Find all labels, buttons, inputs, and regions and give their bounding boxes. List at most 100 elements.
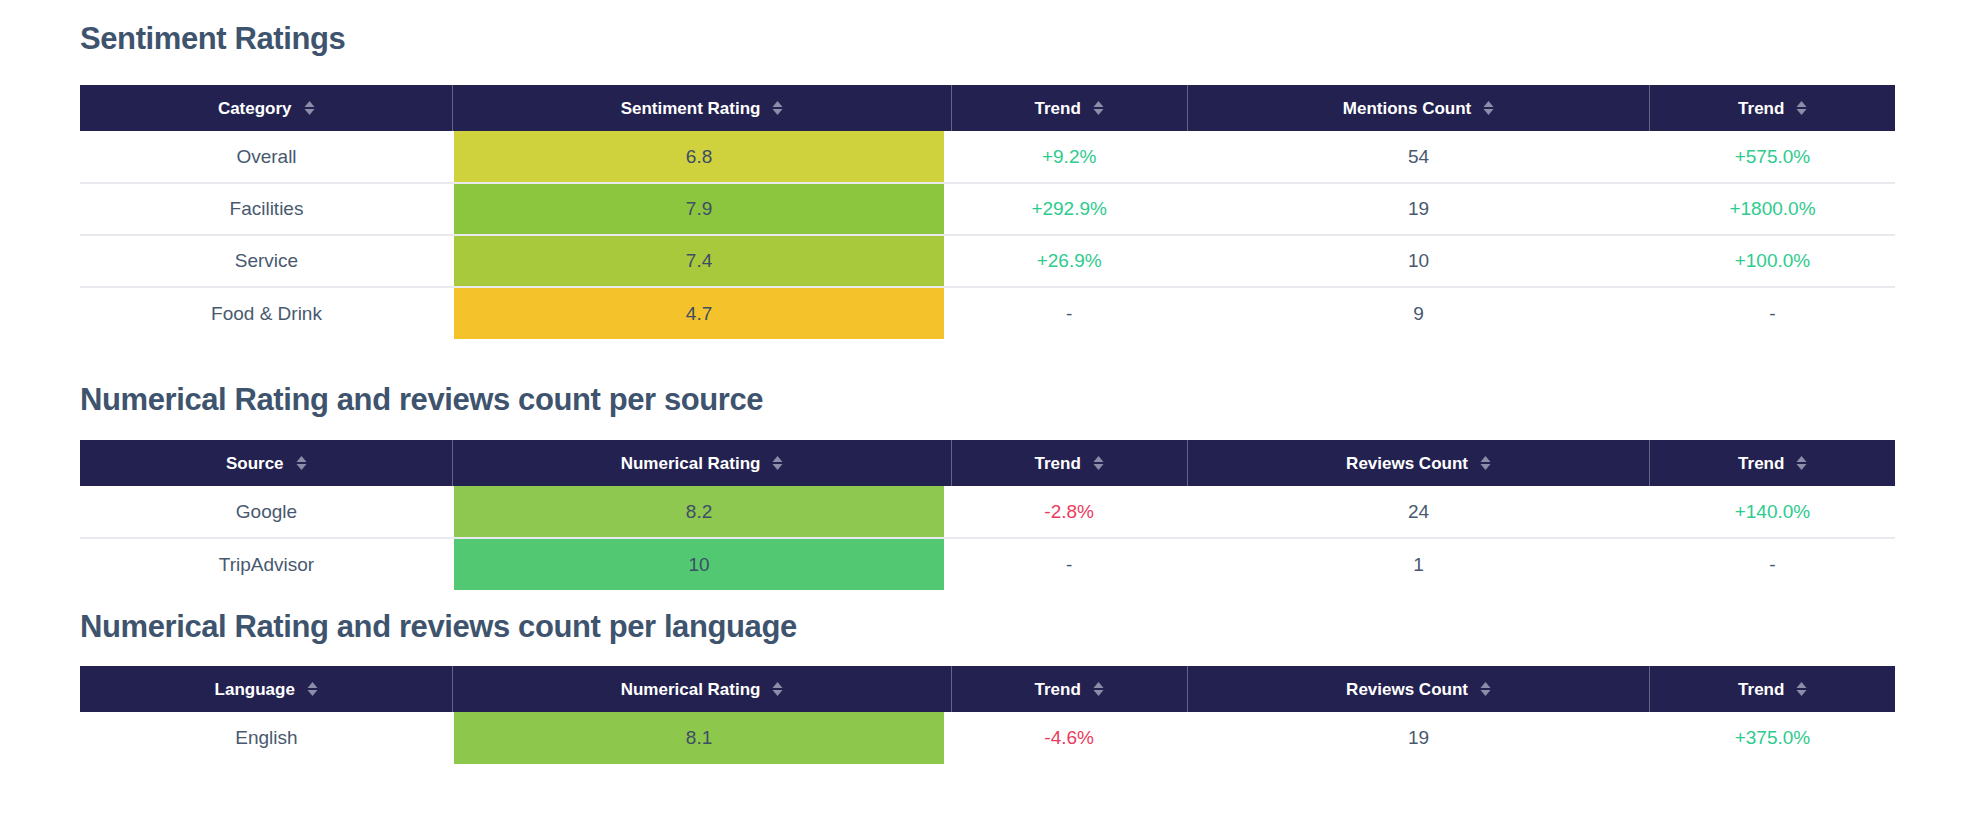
sort-icon[interactable] bbox=[1796, 100, 1807, 116]
column-header-label: Trend bbox=[1738, 679, 1784, 698]
column-header[interactable]: Trend bbox=[1650, 85, 1895, 131]
sort-icon[interactable] bbox=[772, 455, 783, 471]
category-cell: English bbox=[80, 712, 453, 764]
column-header-label: Numerical Rating bbox=[621, 453, 761, 472]
sort-icon[interactable] bbox=[307, 681, 318, 697]
sort-icon[interactable] bbox=[1093, 100, 1104, 116]
rating-cell: 7.9 bbox=[453, 183, 951, 235]
trend-cell: +140.0% bbox=[1650, 486, 1895, 538]
column-header[interactable]: Numerical Rating bbox=[453, 666, 951, 712]
sort-icon[interactable] bbox=[772, 100, 783, 116]
sort-icon[interactable] bbox=[1093, 455, 1104, 471]
rating-bar: 7.9 bbox=[454, 184, 944, 234]
table-row: English8.1-4.6%19+375.0% bbox=[80, 712, 1895, 764]
rating-cell: 8.1 bbox=[453, 712, 951, 764]
sort-icon[interactable] bbox=[1480, 455, 1491, 471]
rating-bar: 7.4 bbox=[454, 236, 944, 286]
column-header-label: Language bbox=[215, 679, 295, 698]
column-header[interactable]: Mentions Count bbox=[1187, 85, 1650, 131]
column-header[interactable]: Category bbox=[80, 85, 453, 131]
trend-cell: +375.0% bbox=[1650, 712, 1895, 764]
sort-icon[interactable] bbox=[772, 681, 783, 697]
header-row: Category Sentiment Rating Trend Mentions… bbox=[80, 85, 1895, 131]
trend-cell: -4.6% bbox=[951, 712, 1187, 764]
rating-cell: 7.4 bbox=[453, 235, 951, 287]
sort-icon[interactable] bbox=[1796, 455, 1807, 471]
column-header[interactable]: Trend bbox=[951, 440, 1187, 486]
trend-cell: +292.9% bbox=[951, 183, 1187, 235]
trend-cell: +9.2% bbox=[951, 131, 1187, 183]
count-cell: 24 bbox=[1187, 486, 1650, 538]
table-title: Numerical Rating and reviews count per s… bbox=[80, 381, 1895, 418]
sort-icon[interactable] bbox=[1480, 681, 1491, 697]
table-row: Google8.2-2.8%24+140.0% bbox=[80, 486, 1895, 538]
column-header-label: Trend bbox=[1738, 98, 1784, 117]
category-cell: Google bbox=[80, 486, 453, 538]
column-header[interactable]: Trend bbox=[951, 85, 1187, 131]
table-row: Facilities7.9+292.9%19+1800.0% bbox=[80, 183, 1895, 235]
table-row: TripAdvisor10-1- bbox=[80, 538, 1895, 590]
rating-bar: 8.2 bbox=[454, 486, 944, 537]
category-cell: Food & Drink bbox=[80, 287, 453, 339]
table-section: Numerical Rating and reviews count per s… bbox=[80, 381, 1895, 590]
column-header-label: Sentiment Rating bbox=[621, 98, 761, 117]
sort-icon[interactable] bbox=[1483, 100, 1494, 116]
table-section: Numerical Rating and reviews count per l… bbox=[80, 608, 1895, 764]
ratings-report-page: Sentiment Ratings Category Sentiment Rat… bbox=[0, 0, 1970, 828]
count-cell: 54 bbox=[1187, 131, 1650, 183]
rating-cell: 6.8 bbox=[453, 131, 951, 183]
column-header[interactable]: Numerical Rating bbox=[453, 440, 951, 486]
trend-cell: +1800.0% bbox=[1650, 183, 1895, 235]
sort-icon[interactable] bbox=[296, 455, 307, 471]
count-cell: 10 bbox=[1187, 235, 1650, 287]
column-header[interactable]: Trend bbox=[1650, 440, 1895, 486]
column-header-label: Reviews Count bbox=[1346, 453, 1468, 472]
data-table: Source Numerical Rating Trend Reviews Co… bbox=[80, 440, 1895, 590]
rating-bar: 10 bbox=[454, 539, 944, 590]
column-header[interactable]: Reviews Count bbox=[1187, 666, 1650, 712]
category-cell: Facilities bbox=[80, 183, 453, 235]
column-header[interactable]: Source bbox=[80, 440, 453, 486]
sort-icon[interactable] bbox=[304, 100, 315, 116]
column-header[interactable]: Trend bbox=[951, 666, 1187, 712]
trend-cell: - bbox=[951, 538, 1187, 590]
column-header[interactable]: Sentiment Rating bbox=[453, 85, 951, 131]
count-cell: 19 bbox=[1187, 183, 1650, 235]
data-table: Language Numerical Rating Trend Reviews … bbox=[80, 666, 1895, 764]
column-header-label: Trend bbox=[1035, 98, 1081, 117]
table-row: Overall6.8+9.2%54+575.0% bbox=[80, 131, 1895, 183]
rating-cell: 4.7 bbox=[453, 287, 951, 339]
column-header-label: Trend bbox=[1035, 453, 1081, 472]
header-row: Source Numerical Rating Trend Reviews Co… bbox=[80, 440, 1895, 486]
sort-icon[interactable] bbox=[1796, 681, 1807, 697]
trend-cell: - bbox=[951, 287, 1187, 339]
rating-cell: 8.2 bbox=[453, 486, 951, 538]
category-cell: Service bbox=[80, 235, 453, 287]
trend-cell: - bbox=[1650, 538, 1895, 590]
column-header[interactable]: Language bbox=[80, 666, 453, 712]
table-row: Food & Drink4.7-9- bbox=[80, 287, 1895, 339]
column-header-label: Numerical Rating bbox=[621, 679, 761, 698]
trend-cell: +26.9% bbox=[951, 235, 1187, 287]
column-header-label: Source bbox=[226, 453, 284, 472]
header-row: Language Numerical Rating Trend Reviews … bbox=[80, 666, 1895, 712]
column-header-label: Mentions Count bbox=[1343, 98, 1471, 117]
table-title: Sentiment Ratings bbox=[80, 20, 1895, 57]
column-header-label: Trend bbox=[1738, 453, 1784, 472]
sort-icon[interactable] bbox=[1093, 681, 1104, 697]
rating-bar: 6.8 bbox=[454, 131, 944, 182]
category-cell: Overall bbox=[80, 131, 453, 183]
table-section: Sentiment Ratings Category Sentiment Rat… bbox=[80, 20, 1895, 339]
column-header[interactable]: Reviews Count bbox=[1187, 440, 1650, 486]
trend-cell: -2.8% bbox=[951, 486, 1187, 538]
table-title: Numerical Rating and reviews count per l… bbox=[80, 608, 1895, 645]
rating-cell: 10 bbox=[453, 538, 951, 590]
column-header[interactable]: Trend bbox=[1650, 666, 1895, 712]
column-header-label: Reviews Count bbox=[1346, 679, 1468, 698]
data-table: Category Sentiment Rating Trend Mentions… bbox=[80, 85, 1895, 339]
trend-cell: +575.0% bbox=[1650, 131, 1895, 183]
column-header-label: Trend bbox=[1035, 679, 1081, 698]
trend-cell: - bbox=[1650, 287, 1895, 339]
rating-bar: 4.7 bbox=[454, 288, 944, 339]
category-cell: TripAdvisor bbox=[80, 538, 453, 590]
